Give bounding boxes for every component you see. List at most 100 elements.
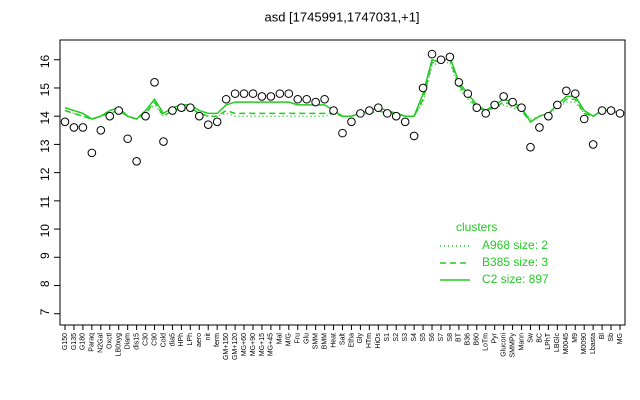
y-tick-label: 13 (38, 139, 52, 153)
x-tick-label: S5 (420, 333, 427, 342)
x-tick-label: MG (617, 333, 624, 344)
x-tick-label: MG+60 (241, 333, 248, 356)
x-tick-label: Oxctl (107, 333, 114, 349)
x-tick-label: M0045 (563, 333, 570, 355)
legend-label: C2 size: 897 (482, 272, 549, 286)
data-point (579, 114, 589, 124)
legend-label: A968 size: 2 (482, 238, 548, 252)
x-tick-label: GM+120 (232, 333, 239, 360)
data-point (78, 123, 88, 132)
data-point (436, 55, 446, 65)
data-point (275, 89, 285, 98)
data-point (418, 83, 428, 93)
data-point (409, 131, 419, 141)
x-tick-label: Glu (304, 333, 311, 344)
x-tick-label: LoTm (483, 333, 490, 351)
series-line (64, 58, 621, 123)
data-point (284, 89, 294, 98)
x-tick-label: HPh (178, 333, 185, 347)
x-tick-label: B60 (474, 333, 481, 346)
x-tick-label: MG+15 (259, 333, 266, 356)
y-tick-label: 11 (38, 196, 52, 209)
x-tick-label: BC (536, 333, 543, 343)
x-tick-label: C90 (151, 333, 158, 346)
data-point (481, 109, 491, 118)
x-tick-label: HiOs (375, 333, 382, 349)
data-point (535, 123, 544, 132)
y-tick-label: 12 (38, 167, 52, 181)
data-point (141, 111, 150, 121)
data-point (517, 103, 526, 113)
data-point (597, 106, 607, 115)
legend-label: B385 size: 3 (482, 255, 548, 269)
data-point (248, 89, 258, 98)
x-tick-label: S3 (402, 333, 409, 342)
x-tick-label: Pyr (492, 332, 499, 343)
x-tick-label: N2Gal (98, 333, 105, 353)
data-point (257, 92, 267, 101)
x-tick-label: Diam (125, 333, 132, 350)
y-tick-label: 8 (38, 280, 52, 287)
x-tick-label: SMMPy (509, 333, 516, 358)
x-tick-label: S8 (447, 333, 454, 342)
data-point (615, 109, 625, 118)
data-point (499, 92, 508, 101)
data-point (69, 123, 79, 132)
data-point (177, 103, 186, 113)
chart-title: asd [1745991,1747031,+1] (264, 9, 419, 24)
x-tick-label: GM+150 (223, 333, 230, 360)
x-tick-label: HTm (366, 333, 373, 348)
data-point (123, 134, 132, 144)
data-point (508, 97, 517, 107)
x-tick-label: G180 (80, 333, 87, 350)
x-tick-label: Cold (160, 333, 167, 348)
x-tick-label: MG+90 (250, 333, 257, 356)
x-tick-label: BT (456, 332, 463, 342)
data-point (454, 78, 464, 87)
x-tick-label: S1 (384, 333, 391, 342)
x-tick-label: Gly (357, 333, 364, 344)
data-point (105, 111, 115, 121)
data-point (472, 103, 482, 113)
data-point (194, 111, 204, 121)
data-point (203, 120, 213, 129)
x-tick-label: SMM (312, 333, 319, 350)
x-tick-label: dis15 (133, 333, 140, 350)
legend-title: clusters (456, 220, 497, 234)
data-point (606, 106, 616, 115)
data-point (221, 94, 231, 104)
x-tick-label: C30 (142, 333, 149, 346)
x-tick-label: Mal (277, 333, 284, 345)
data-point (311, 97, 320, 107)
y-tick-label: 14 (38, 111, 52, 125)
data-point (212, 117, 222, 127)
x-tick-label: Paraq (89, 333, 96, 352)
series-line (64, 55, 621, 123)
x-tick-label: B36 (465, 333, 472, 346)
x-tick-label: Gluconi (500, 333, 507, 357)
x-tick-label: ferm (214, 333, 221, 347)
x-tick-label: LPhT (545, 332, 552, 349)
x-tick-label: Etha (348, 333, 355, 348)
x-tick-label: G135 (71, 333, 78, 350)
x-tick-label: Sw (527, 332, 534, 343)
x-tick-label: G150 (62, 333, 69, 350)
x-tick-label: dia5 (169, 333, 176, 346)
x-tick-label: Heat (330, 333, 337, 348)
x-tick-label: M/G (286, 333, 293, 346)
x-tick-label: Salt (339, 333, 346, 345)
data-point (365, 106, 374, 115)
data-point (266, 92, 276, 101)
data-point (544, 111, 553, 121)
data-point (561, 86, 571, 96)
y-tick-label: 15 (38, 83, 52, 97)
data-point (526, 142, 535, 152)
x-tick-label: M9 (572, 333, 579, 343)
data-point (588, 140, 598, 149)
data-point (374, 103, 383, 113)
x-tick-label: Fru (295, 333, 302, 344)
data-point (132, 157, 141, 166)
y-tick-label: 9 (38, 252, 52, 259)
x-tick-label: BMM (321, 333, 328, 350)
